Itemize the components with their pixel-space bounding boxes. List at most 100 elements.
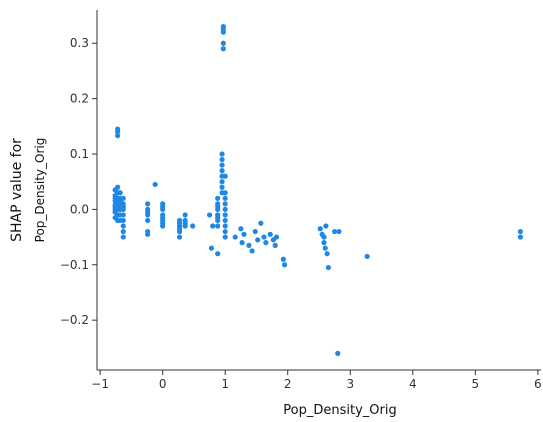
scatter-point <box>160 215 166 221</box>
scatter-point <box>255 237 261 243</box>
scatter-point <box>120 223 126 229</box>
scatter-point <box>219 179 225 185</box>
scatter-points <box>112 24 523 356</box>
scatter-point <box>267 231 273 237</box>
x-tick-label: −1 <box>91 377 109 391</box>
scatter-point <box>323 223 329 229</box>
scatter-point <box>219 168 225 174</box>
scatter-point <box>120 204 126 210</box>
x-tick-label: 0 <box>159 377 167 391</box>
scatter-point <box>258 220 264 226</box>
y-axis-label-line1: SHAP value for <box>9 138 25 242</box>
scatter-point <box>160 220 166 226</box>
scatter-point <box>263 240 269 246</box>
scatter-point <box>517 234 523 240</box>
scatter-point <box>145 217 151 224</box>
scatter-point <box>364 253 370 260</box>
scatter-point <box>222 201 228 207</box>
scatter-point <box>280 256 286 262</box>
x-tick-label: 5 <box>472 377 480 391</box>
scatter-point <box>222 234 228 240</box>
scatter-point <box>222 223 228 229</box>
y-tick-label: 0.3 <box>70 36 89 50</box>
scatter-point <box>120 228 126 235</box>
y-tick-label: 0.1 <box>70 147 89 161</box>
x-ticks: −1 0 1 2 3 4 5 6 <box>91 370 542 391</box>
scatter-point <box>273 234 280 240</box>
scatter-point <box>272 242 278 248</box>
scatter-point <box>115 184 121 190</box>
x-tick-label: 3 <box>346 377 354 391</box>
x-axis-label: Pop_Density_Orig <box>283 403 396 418</box>
y-axis-label-line2: Pop_Density_Orig <box>33 138 47 243</box>
scatter-point <box>115 126 121 132</box>
scatter-point <box>145 201 151 207</box>
scatter-point <box>239 240 245 246</box>
scatter-point <box>321 234 327 240</box>
scatter-point <box>215 223 221 229</box>
scatter-point <box>335 350 341 356</box>
scatter-point <box>322 245 328 251</box>
scatter-point <box>325 264 331 271</box>
scatter-point <box>176 220 183 226</box>
scatter-point <box>220 24 226 30</box>
scatter-point <box>219 184 225 190</box>
scatter-point <box>249 248 255 254</box>
scatter-point <box>210 223 216 229</box>
scatter-point <box>190 223 196 229</box>
scatter-point <box>336 228 342 235</box>
scatter-point <box>215 195 221 201</box>
scatter-point <box>117 190 123 196</box>
scatter-point <box>222 195 228 201</box>
scatter-point <box>220 46 226 52</box>
scatter-point <box>120 212 126 218</box>
scatter-point <box>261 234 267 240</box>
scatter-point <box>215 204 221 210</box>
scatter-point <box>219 162 225 168</box>
scatter-point <box>282 262 288 268</box>
scatter-point <box>324 251 330 257</box>
scatter-point <box>120 234 126 240</box>
scatter-point <box>215 215 221 221</box>
y-tick-label: 0.0 <box>70 202 89 216</box>
y-tick-label: −0.1 <box>60 258 89 272</box>
scatter-point <box>232 234 238 240</box>
scatter-point <box>152 181 158 188</box>
scatter-point <box>332 228 338 235</box>
scatter-point <box>182 212 188 218</box>
x-tick-label: 2 <box>284 377 292 391</box>
x-tick-label: 6 <box>534 377 542 391</box>
scatter-point <box>145 209 151 215</box>
scatter-point <box>222 228 228 235</box>
scatter-point <box>160 204 166 210</box>
y-tick-label: −0.2 <box>60 313 89 327</box>
scatter-point <box>220 40 226 46</box>
y-tick-label: 0.2 <box>70 92 89 106</box>
x-tick-label: 4 <box>409 377 417 391</box>
scatter-point <box>176 234 183 240</box>
scatter-point <box>120 195 126 201</box>
x-tick-label: 1 <box>221 377 229 391</box>
scatter-point <box>222 212 228 218</box>
scatter-point <box>241 231 247 237</box>
scatter-point <box>120 217 126 224</box>
scatter-point <box>252 228 258 235</box>
scatter-point <box>222 206 228 212</box>
scatter-point <box>176 226 183 232</box>
scatter-point <box>317 226 323 232</box>
y-ticks: 0.3 0.2 0.1 0.0 −0.1 −0.2 <box>60 36 97 327</box>
scatter-point <box>219 156 225 163</box>
scatter-point <box>222 190 228 196</box>
scatter-point <box>219 151 225 157</box>
scatter-point <box>215 251 221 257</box>
scatter-point <box>145 231 151 237</box>
scatter-point <box>206 212 213 218</box>
scatter-point <box>222 217 228 224</box>
scatter-point <box>517 228 523 235</box>
scatter-point <box>115 133 121 139</box>
scatter-point <box>222 173 228 179</box>
scatter-point <box>246 242 252 248</box>
scatter-point <box>321 240 327 246</box>
scatter-point <box>182 220 188 226</box>
